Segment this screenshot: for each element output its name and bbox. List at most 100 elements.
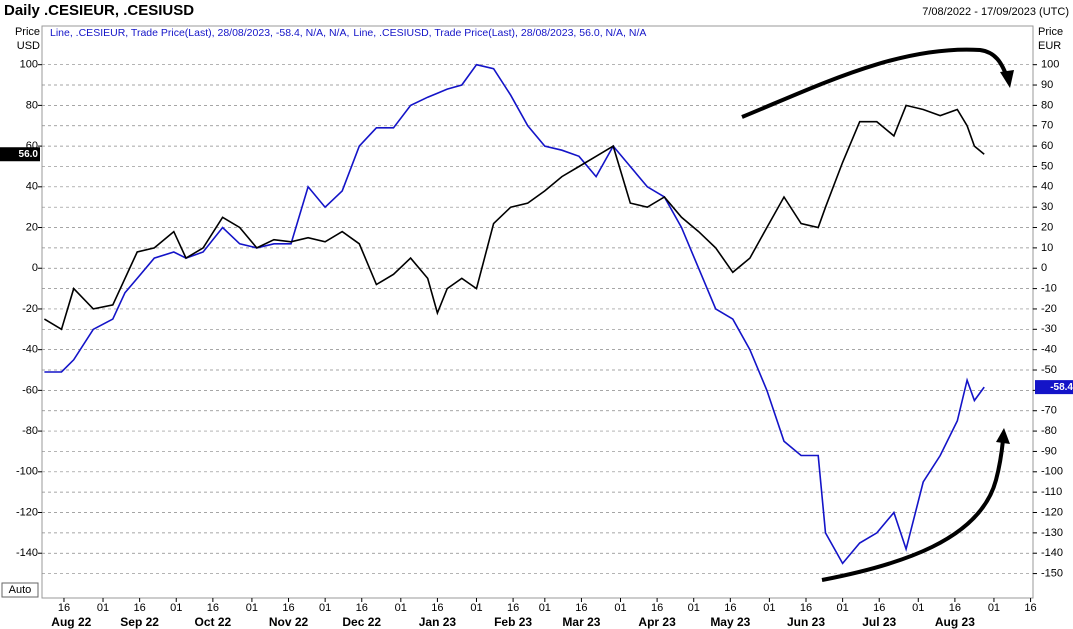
x-tick-label: 01	[912, 602, 924, 614]
y2-tick-label: 10	[1041, 242, 1053, 254]
y-tick-label: -120	[16, 506, 38, 518]
last-value-box	[1035, 380, 1073, 395]
month-label: Nov 22	[269, 615, 309, 629]
x-tick-label: 16	[1024, 602, 1036, 614]
y-tick-label: -20	[22, 303, 38, 315]
last-value-box	[0, 147, 40, 162]
arrow-head	[996, 428, 1010, 444]
y2-tick-label: -30	[1041, 323, 1057, 335]
y2-tick-label: 80	[1041, 99, 1053, 111]
y2-tick-label: -70	[1041, 405, 1057, 417]
y-tick-label: 100	[20, 59, 38, 71]
x-tick-label: 01	[614, 602, 626, 614]
month-label: Apr 23	[638, 615, 676, 629]
month-label: Feb 23	[494, 615, 532, 629]
y-tick-label: 0	[32, 262, 38, 274]
x-tick-label: 01	[539, 602, 551, 614]
x-tick-label: 01	[688, 602, 700, 614]
y2-tick-label: -90	[1041, 445, 1057, 457]
x-tick-label: 01	[319, 602, 331, 614]
y2-unit: EUR	[1038, 40, 1061, 52]
x-tick-label: 16	[207, 602, 219, 614]
y2-tick-label: -120	[1041, 506, 1063, 518]
y2-tick-label: -130	[1041, 527, 1063, 539]
chart-title: Daily .CESIEUR, .CESIUSD	[4, 2, 194, 19]
x-tick-label: 16	[356, 602, 368, 614]
plot-frame	[41, 25, 1034, 599]
x-tick-label: 01	[170, 602, 182, 614]
month-label: Aug 23	[935, 615, 975, 629]
y2-tick-label: 60	[1041, 140, 1053, 152]
x-tick-label: 01	[763, 602, 775, 614]
x-tick-label: 16	[134, 602, 146, 614]
y2-tick-label: -20	[1041, 303, 1057, 315]
series-line	[44, 63, 985, 565]
y2-label: Price	[1038, 26, 1063, 38]
x-tick-label: 01	[246, 602, 258, 614]
x-tick-label: 01	[988, 602, 1000, 614]
y2-tick-label: 40	[1041, 181, 1053, 193]
y2-tick-label: 100	[1041, 59, 1059, 71]
legend-entry: Line, .CESIEUR, Trade Price(Last), 28/08…	[50, 27, 349, 39]
scale-box	[1, 582, 39, 598]
x-tick-label: 16	[575, 602, 587, 614]
month-label: Jul 23	[862, 615, 896, 629]
y-tick-label: 20	[26, 221, 38, 233]
last-value-label: -58.4	[1050, 382, 1073, 393]
y2-tick-label: -150	[1041, 567, 1063, 579]
series-line	[43, 104, 985, 331]
scale-mode: Auto	[9, 584, 32, 596]
x-tick-label: 01	[395, 602, 407, 614]
y2-tick-label: 0	[1041, 262, 1047, 274]
y2-tick-label: -110	[1041, 486, 1062, 498]
y-unit: USD	[17, 40, 40, 52]
y2-tick-label: -10	[1041, 282, 1057, 294]
x-tick-label: 16	[282, 602, 294, 614]
y-tick-label: -80	[22, 425, 38, 437]
x-tick-label: 16	[949, 602, 961, 614]
month-label: Jan 23	[419, 615, 457, 629]
y2-tick-label: 20	[1041, 221, 1053, 233]
x-tick-label: 16	[873, 602, 885, 614]
y-label: Price	[15, 26, 40, 38]
arrow-annotation	[821, 439, 1005, 582]
arrow-annotation	[741, 47, 1010, 119]
x-tick-label: 16	[431, 602, 443, 614]
legend-entry: Line, .CESIUSD, Trade Price(Last), 28/08…	[353, 27, 646, 39]
x-tick-label: 16	[58, 602, 70, 614]
y-tick-label: -140	[16, 547, 38, 559]
date-range: 7/08/2022 - 17/09/2023 (UTC)	[922, 6, 1069, 18]
y2-tick-label: 90	[1041, 79, 1053, 91]
x-tick-label: 16	[800, 602, 812, 614]
x-tick-label: 01	[836, 602, 848, 614]
month-label: Sep 22	[120, 615, 159, 629]
x-tick-label: 01	[470, 602, 482, 614]
y-tick-label: 40	[26, 181, 38, 193]
month-label: Oct 22	[195, 615, 232, 629]
month-label: Dec 22	[342, 615, 381, 629]
x-tick-label: 16	[507, 602, 519, 614]
y2-tick-label: -100	[1041, 466, 1063, 478]
month-label: Jun 23	[787, 615, 825, 629]
y-tick-label: -60	[22, 384, 38, 396]
y2-tick-label: 30	[1041, 201, 1053, 213]
y2-tick-label: -140	[1041, 547, 1063, 559]
month-label: Mar 23	[562, 615, 600, 629]
y2-tick-label: -80	[1041, 425, 1057, 437]
last-value-label: 56.0	[19, 149, 39, 160]
x-tick-label: 01	[97, 602, 109, 614]
y-tick-label: -100	[16, 466, 38, 478]
y-tick-label: -40	[22, 344, 38, 356]
y2-tick-label: -40	[1041, 344, 1057, 356]
month-label: May 23	[710, 615, 750, 629]
y-tick-label: 80	[26, 99, 38, 111]
x-tick-label: 16	[651, 602, 663, 614]
arrow-head	[1000, 70, 1014, 88]
y2-tick-label: -50	[1041, 364, 1057, 376]
month-label: Aug 22	[51, 615, 91, 629]
y2-tick-label: 50	[1041, 160, 1053, 172]
x-tick-label: 16	[724, 602, 736, 614]
y2-tick-label: 70	[1041, 120, 1053, 132]
